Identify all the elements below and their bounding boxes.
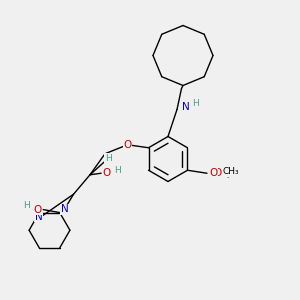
Text: O: O bbox=[34, 205, 42, 214]
Text: N: N bbox=[35, 212, 43, 222]
Text: O: O bbox=[213, 168, 222, 178]
Text: O: O bbox=[209, 168, 218, 178]
Text: N: N bbox=[182, 101, 189, 112]
Text: O: O bbox=[102, 168, 111, 178]
Text: H: H bbox=[23, 202, 30, 211]
Text: H: H bbox=[114, 166, 120, 175]
Text: H: H bbox=[192, 99, 199, 108]
Text: CH₃: CH₃ bbox=[223, 167, 239, 176]
Text: H: H bbox=[105, 154, 111, 163]
Text: O: O bbox=[123, 140, 132, 150]
Text: N: N bbox=[61, 204, 68, 214]
